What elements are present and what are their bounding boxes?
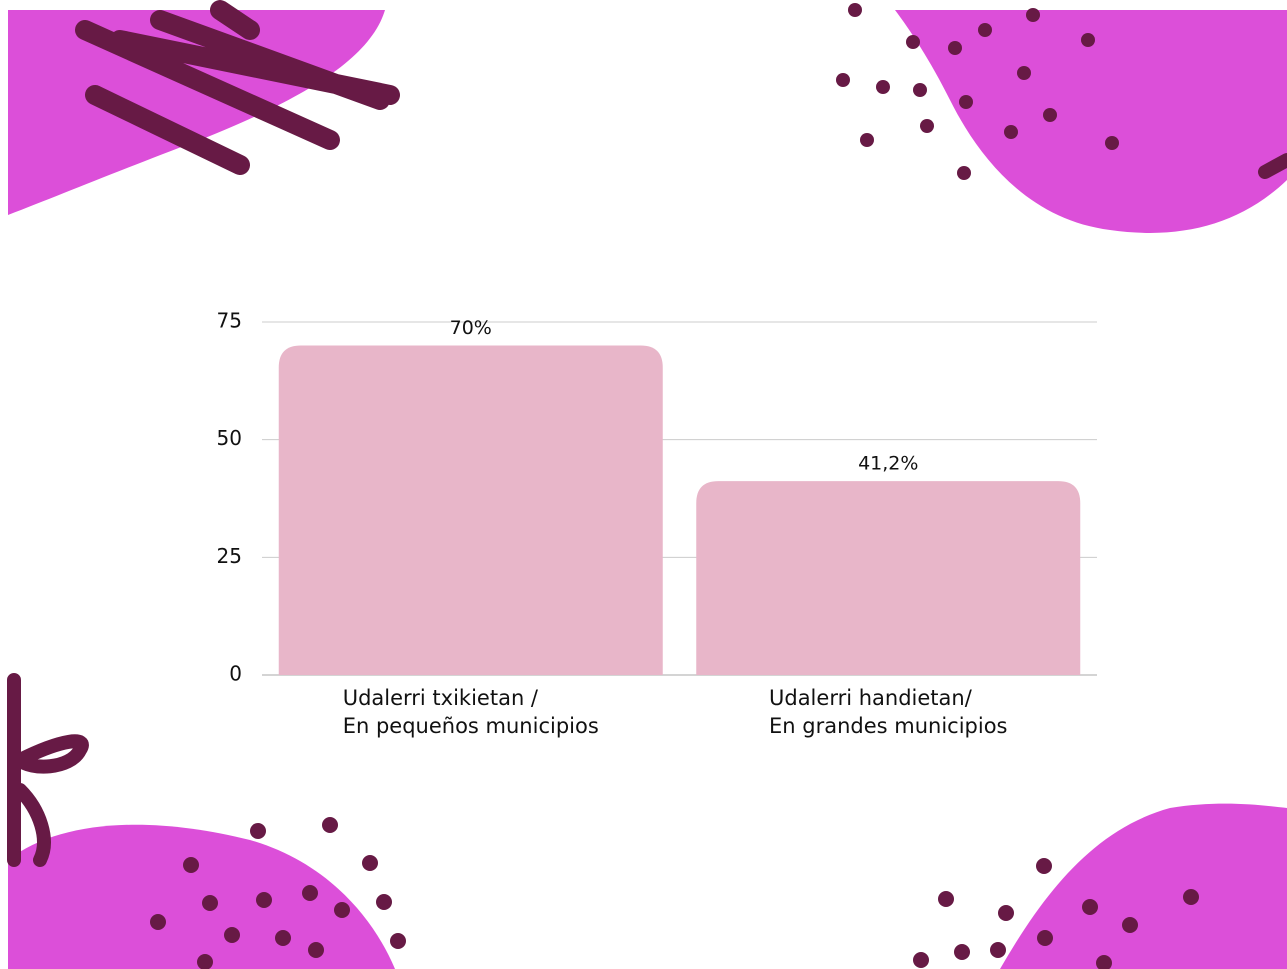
y-tick-label: 75 (217, 309, 242, 333)
bar (696, 481, 1081, 675)
value-label: 41,2% (858, 453, 918, 475)
x-tick-label: Udalerri handietan/ En grandes municipio… (768, 686, 1008, 738)
bar (278, 345, 663, 675)
decoration (7, 0, 1287, 969)
x-tick-label: Udalerri txikietan / En pequeños municip… (342, 686, 599, 738)
y-tick-label: 0 (229, 662, 242, 686)
y-tick-label: 50 (217, 426, 242, 450)
y-tick-label: 25 (217, 544, 242, 568)
value-label: 70% (450, 317, 492, 339)
